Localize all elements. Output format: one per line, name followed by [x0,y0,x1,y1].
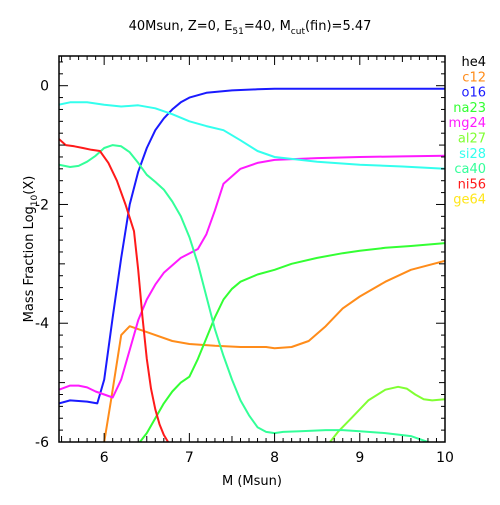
series-line-si28 [59,101,445,170]
legend-entry-si28: si28 [459,147,486,162]
x-tick-label: 9 [355,450,364,466]
legend-entry-he4: he4 [461,55,486,70]
legend-entry-o16: o16 [462,86,487,101]
legend-entry-ge64: ge64 [453,193,486,208]
series-line-na23 [139,242,445,442]
legend-entry-ca40: ca40 [454,162,486,177]
x-tick-label: 8 [270,450,279,466]
y-tick-label: 0 [40,79,49,95]
legend-entry-ni56: ni56 [458,177,486,192]
y-tick-label: -2 [35,197,49,213]
chart-title: 40Msun, Z=0, E51=40, Mcut(fin)=5.47 [129,19,372,37]
series-line-ca40 [59,144,432,442]
series-layer [59,87,445,442]
y-tick-label: -6 [35,435,49,451]
y-tick-label: -4 [35,316,49,332]
series-line-c12 [103,259,445,442]
series-line-ni56 [59,138,169,442]
tick-layer: 6 7 8 9 10 0 -2 -4 -6 [35,56,454,466]
legend-entry-na23: na23 [453,101,486,116]
series-line-mg24 [59,154,445,399]
series-line-al27 [329,385,445,442]
plot-frame [58,55,446,443]
legend-entry-mg24: mg24 [449,116,486,131]
x-axis-label: M (Msun) [222,474,282,489]
x-tick-label: 7 [185,450,194,466]
x-tick-label: 6 [100,450,109,466]
legend-entry-al27: al27 [458,132,486,147]
y-axis-label: Mass Fraction Log10(X) [22,176,40,323]
x-tick-label: 10 [436,450,454,466]
legend-entry-c12: c12 [462,70,486,85]
series-line-o16 [59,87,445,405]
